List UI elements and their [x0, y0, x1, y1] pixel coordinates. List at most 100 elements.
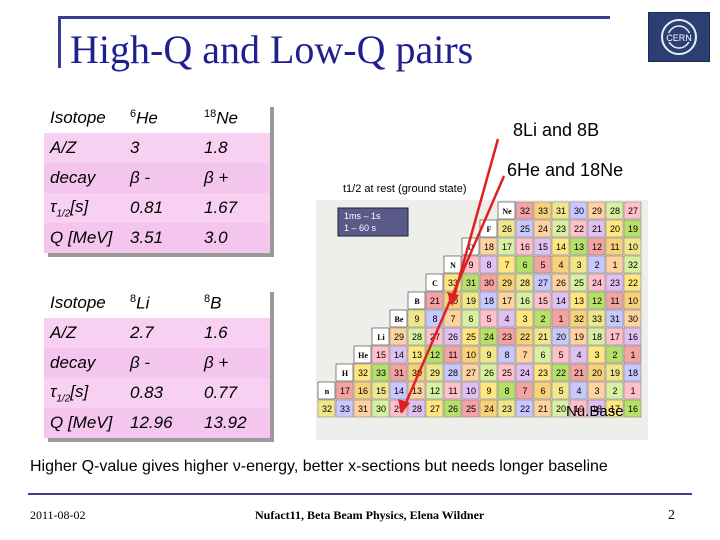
nuclide-cell — [461, 291, 480, 310]
nuclide-cell-label: 21 — [592, 224, 602, 234]
tau-subscript: 1/2 — [56, 393, 71, 405]
nuclide-cell — [371, 363, 390, 382]
cern-logo: CERN — [648, 12, 710, 62]
nuclide-cell — [497, 363, 516, 382]
nuclide-cell-label: 30 — [376, 404, 386, 414]
nuclide-cell — [461, 399, 480, 418]
nuclide-cell-label: 8 — [486, 260, 491, 270]
nuclide-cell — [389, 381, 408, 400]
element-label-box — [425, 273, 444, 292]
high-q-table: Isotope 6He 18Ne A/Z 3 1.8 decay β - β +… — [44, 103, 270, 253]
nuclide-cell — [461, 363, 480, 382]
nuclide-cell — [497, 309, 516, 328]
nuclide-cell-label: 3 — [576, 260, 581, 270]
nuclide-cell — [317, 399, 336, 418]
nuclide-cell-label: 8 — [504, 350, 509, 360]
nuclide-cell-label: 9 — [414, 314, 419, 324]
nuclide-cell — [425, 381, 444, 400]
nuclide-cell — [515, 399, 534, 418]
table-cell: 3.51 — [124, 223, 198, 253]
nuclide-cell — [569, 201, 588, 220]
element-label: H — [342, 369, 349, 378]
nuclide-cell — [569, 363, 588, 382]
mass-number: 6 — [130, 107, 137, 120]
nuclide-cell-label: 13 — [574, 296, 584, 306]
nuclide-cell-label: 23 — [556, 224, 566, 234]
nuclide-cell — [605, 201, 624, 220]
element-label-box — [371, 327, 390, 346]
nuclide-cell-label: 10 — [628, 296, 638, 306]
nuclide-cell-label: 7 — [504, 260, 509, 270]
tau-subscript: 1/2 — [56, 208, 71, 220]
nuclide-cell-label: 30 — [574, 206, 584, 216]
nuclide-cell — [533, 273, 552, 292]
nuclide-cell — [533, 201, 552, 220]
nuclide-cell-label: 15 — [376, 386, 386, 396]
nuclide-cell-label: 14 — [556, 242, 566, 252]
nuclide-cell-label: 28 — [610, 206, 620, 216]
nuclide-cell-label: 16 — [628, 332, 638, 342]
nuclide-cell — [479, 345, 498, 364]
nuclide-cell — [353, 363, 372, 382]
nuclide-cell — [515, 219, 534, 238]
nuclide-cell-label: 28 — [520, 278, 530, 288]
nuclide-cell — [443, 399, 462, 418]
table-cell: A/Z — [44, 318, 124, 348]
nuclide-cell — [605, 291, 624, 310]
element-label: Be — [395, 315, 404, 324]
nuclide-cell-label: 6 — [540, 386, 545, 396]
nuclide-cell — [587, 399, 606, 418]
nuclide-cell-label: 28 — [412, 404, 422, 414]
nuclide-cell-label: 18 — [484, 296, 494, 306]
footer-conference: Nufact11, Beta Beam Physics, Elena Wildn… — [255, 508, 485, 522]
table-cell: 8B — [198, 288, 270, 318]
nuclide-cell — [371, 399, 390, 418]
nuclide-cell — [587, 345, 606, 364]
nuclide-cell-label: 24 — [484, 404, 494, 414]
page-number: 2 — [668, 508, 675, 523]
chart-legend-box — [337, 207, 409, 237]
nuclide-cell-label: 32 — [322, 404, 332, 414]
table-cell: 3.0 — [198, 223, 270, 253]
table-cell: 1.6 — [198, 318, 270, 348]
nuclide-cell — [533, 237, 552, 256]
table-row: A/Z 2.7 1.6 — [44, 318, 270, 348]
nuclide-cell — [551, 363, 570, 382]
nuclide-cell — [533, 255, 552, 274]
nuclide-cell-label: 6 — [522, 260, 527, 270]
nuclide-cell — [587, 255, 606, 274]
nuclide-cell-label: 32 — [574, 314, 584, 324]
nuclide-cell — [623, 273, 642, 292]
element-label-box — [353, 345, 372, 364]
nuclide-cell-label: 1 — [630, 350, 635, 360]
nuclide-cell-label: 16 — [520, 242, 530, 252]
table-cell: τ1/2[s] — [44, 193, 124, 223]
nuclide-cell — [551, 237, 570, 256]
nuclide-cell-label: 31 — [466, 278, 476, 288]
nuclide-cell-label: 33 — [448, 278, 458, 288]
nuclide-cell-label: 23 — [538, 368, 548, 378]
element-label-box — [317, 381, 336, 400]
nuclide-cell-label: 24 — [538, 224, 548, 234]
nuclide-cell-label: 9 — [468, 260, 473, 270]
table-cell: A/Z — [44, 133, 124, 163]
nuclide-cell — [551, 345, 570, 364]
nuclide-cell-label: 19 — [574, 404, 584, 414]
nuclide-cell — [461, 345, 480, 364]
nuclide-cell-label: 21 — [538, 404, 548, 414]
table-row: τ1/2[s] 0.81 1.67 — [44, 193, 270, 223]
he-ne-annotation: 6He and 18Ne — [507, 160, 624, 180]
nuclide-cell-label: 11 — [610, 242, 619, 252]
nuclide-cell — [587, 237, 606, 256]
nuclide-cell — [533, 327, 552, 346]
table-cell: decay — [44, 163, 124, 193]
nuclide-cell-label: 11 — [448, 386, 457, 396]
summary-text: Higher Q-value gives higher ν-energy, be… — [30, 458, 608, 475]
nuclide-cell-label: 26 — [484, 368, 494, 378]
nuclide-cell — [515, 273, 534, 292]
nuclide-cell — [497, 399, 516, 418]
nuclide-cell — [497, 219, 516, 238]
table-cell: Isotope — [44, 103, 124, 133]
nuclide-cell-label: 22 — [520, 404, 530, 414]
nuclide-cell-label: 17 — [502, 242, 512, 252]
